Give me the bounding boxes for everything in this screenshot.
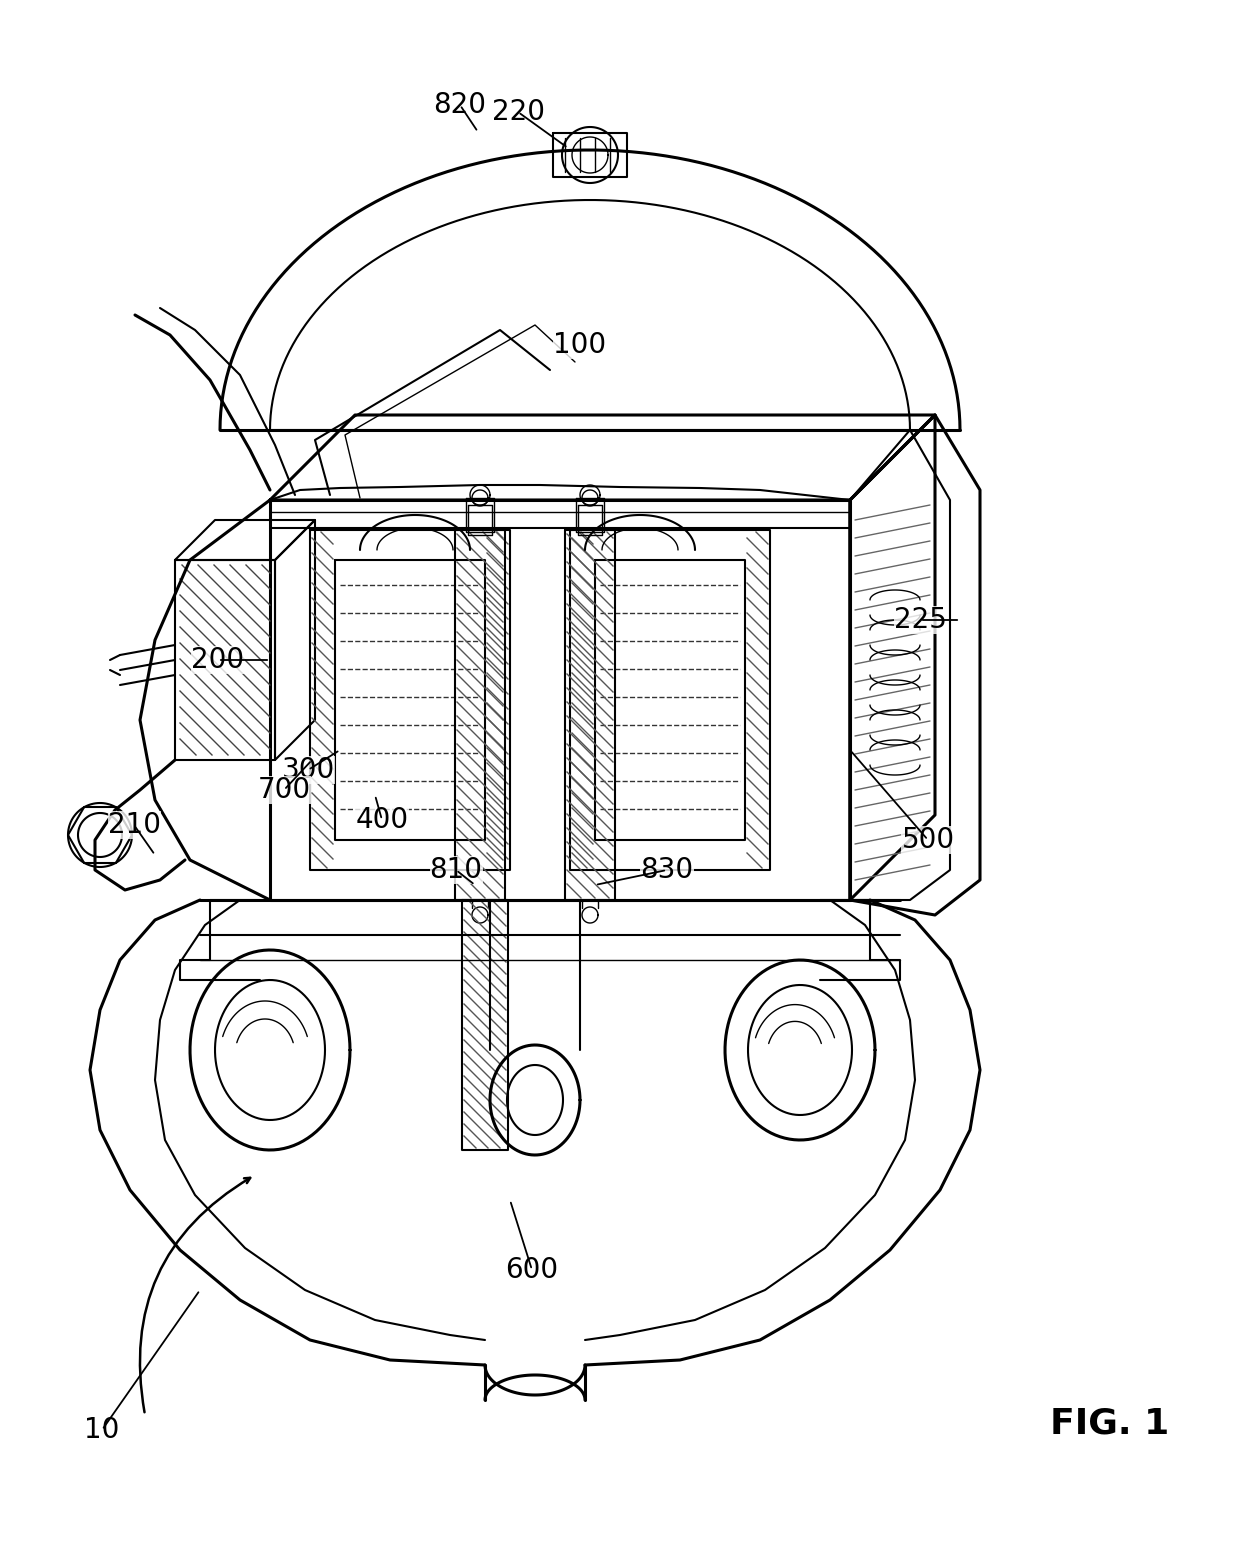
Text: 500: 500 [901,827,955,855]
Text: 600: 600 [506,1256,558,1284]
Text: 10: 10 [84,1416,120,1444]
Text: 400: 400 [356,807,408,834]
Text: 300: 300 [281,755,335,783]
Text: 700: 700 [258,776,310,803]
Text: 225: 225 [894,606,946,634]
Text: 830: 830 [640,856,693,884]
Text: FIG. 1: FIG. 1 [1050,1407,1169,1441]
Text: 100: 100 [553,330,606,358]
Text: 220: 220 [491,98,544,126]
Text: 200: 200 [191,647,244,675]
Text: 820: 820 [434,92,486,119]
Text: 810: 810 [429,856,482,884]
Text: 210: 210 [108,811,160,839]
